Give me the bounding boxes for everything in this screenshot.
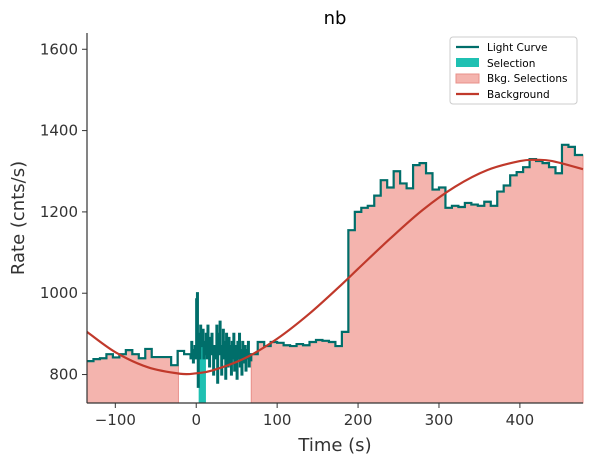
x-tick-label: −100	[95, 411, 136, 429]
x-tick-label: 0	[191, 411, 201, 429]
background-model-series	[86, 158, 584, 376]
light-curve-series	[87, 143, 583, 388]
y-tick-label: 1400	[40, 122, 78, 140]
legend-frame	[449, 36, 578, 105]
legend-selection-label: Selection	[487, 58, 535, 70]
y-ticks: 800 1000 1200 1400 1600	[40, 40, 87, 384]
legend-selection-swatch	[456, 58, 479, 67]
background-model-layer	[86, 158, 584, 376]
x-tick-label: 200	[344, 411, 373, 429]
bkg-selections-layer	[86, 144, 584, 404]
x-axis-label: Time (s)	[297, 435, 371, 456]
bkg-selection-region-1	[250, 144, 584, 404]
y-tick-label: 1600	[40, 40, 78, 58]
legend-background-label: Background	[487, 89, 550, 101]
x-tick-label: 400	[506, 411, 535, 429]
y-axis-label: Rate (cnts/s)	[8, 161, 29, 275]
plot-area	[86, 143, 584, 404]
legend-bkg-selections-swatch	[455, 73, 480, 84]
x-ticks: −100 0 100 200 300 400	[95, 403, 534, 429]
x-tick-label: 300	[425, 411, 454, 429]
legend: Light Curve Selection Bkg. Selections Ba…	[449, 36, 578, 105]
y-tick-label: 800	[49, 366, 78, 384]
axes: −100 0 100 200 300 400 800 1000 1200 1400 1600	[40, 33, 583, 429]
y-tick-label: 1200	[40, 203, 78, 221]
legend-bkg-selections-label: Bkg. Selections	[487, 73, 567, 85]
y-tick-label: 1000	[40, 284, 78, 302]
legend-light-curve-label: Light Curve	[487, 42, 548, 54]
chart-title: nb	[324, 8, 347, 29]
x-tick-label: 100	[263, 411, 292, 429]
light-curve-layer	[87, 143, 583, 388]
